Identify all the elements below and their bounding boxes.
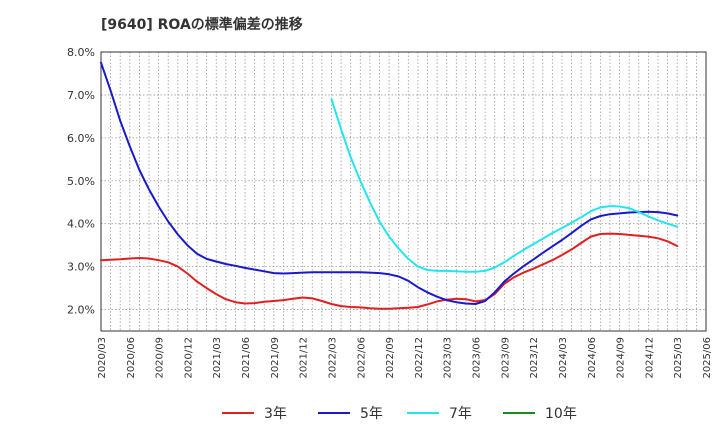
y-tick-label: 6.0% bbox=[67, 132, 95, 145]
y-tick-label: 5.0% bbox=[67, 175, 95, 188]
x-tick-label: 2022/12 bbox=[414, 337, 425, 379]
y-tick-label: 8.0% bbox=[67, 46, 95, 59]
x-tick-label: 2021/12 bbox=[299, 337, 310, 379]
chart-title: [9640] ROAの標準偏差の推移 bbox=[101, 17, 303, 33]
x-tick-label: 2022/06 bbox=[356, 337, 367, 379]
x-tick-label: 2021/03 bbox=[212, 337, 223, 379]
x-tick-label: 2020/09 bbox=[155, 337, 166, 379]
x-tick-label: 2023/12 bbox=[529, 337, 540, 379]
x-tick-label: 2023/06 bbox=[472, 337, 483, 379]
x-axis-ticks: 2020/03 2020/06 2020/09 2020/12 2021/03 2021/… bbox=[97, 337, 713, 379]
y-tick-label: 7.0% bbox=[67, 89, 95, 102]
x-tick-label: 2021/06 bbox=[241, 337, 252, 379]
plot-frame bbox=[100, 51, 707, 332]
x-tick-label: 2024/09 bbox=[616, 337, 627, 379]
x-tick-label: 2024/03 bbox=[558, 337, 569, 379]
y-tick-label: 3.0% bbox=[67, 261, 95, 274]
x-tick-label: 2021/09 bbox=[270, 337, 281, 379]
x-tick-label: 2024/06 bbox=[587, 337, 598, 379]
series-lines bbox=[100, 61, 679, 310]
legend-label: 10年 bbox=[545, 406, 577, 422]
y-axis-ticks: 2.0% 3.0% 4.0% 5.0% 6.0% 7.0% 8.0% bbox=[67, 46, 95, 317]
series-line-3 bbox=[330, 98, 679, 273]
plot-background bbox=[101, 52, 706, 331]
series-line-1 bbox=[100, 232, 679, 310]
legend: 3年 5年 7年 10年 bbox=[222, 406, 577, 422]
y-tick-label: 4.0% bbox=[67, 218, 95, 231]
legend-label: 5年 bbox=[360, 406, 383, 422]
y-tick-label: 2.0% bbox=[67, 304, 95, 317]
x-tick-label: 2022/03 bbox=[327, 337, 338, 379]
vertical-gridlines bbox=[110, 52, 697, 331]
x-tick-label: 2025/06 bbox=[702, 337, 713, 379]
axes bbox=[100, 51, 707, 332]
x-tick-label: 2022/09 bbox=[385, 337, 396, 379]
x-tick-label: 2023/03 bbox=[443, 337, 454, 379]
plot-area bbox=[101, 52, 706, 331]
x-tick-label: 2020/12 bbox=[183, 337, 194, 379]
x-tick-label: 2020/03 bbox=[97, 337, 108, 379]
legend-label: 3年 bbox=[264, 406, 287, 422]
legend-label: 7年 bbox=[449, 406, 472, 422]
x-tick-label: 2023/09 bbox=[500, 337, 511, 379]
x-tick-label: 2025/03 bbox=[673, 337, 684, 379]
x-tick-label: 2020/06 bbox=[126, 337, 137, 379]
series-line-2 bbox=[100, 61, 679, 305]
x-tick-label: 2024/12 bbox=[644, 337, 655, 379]
